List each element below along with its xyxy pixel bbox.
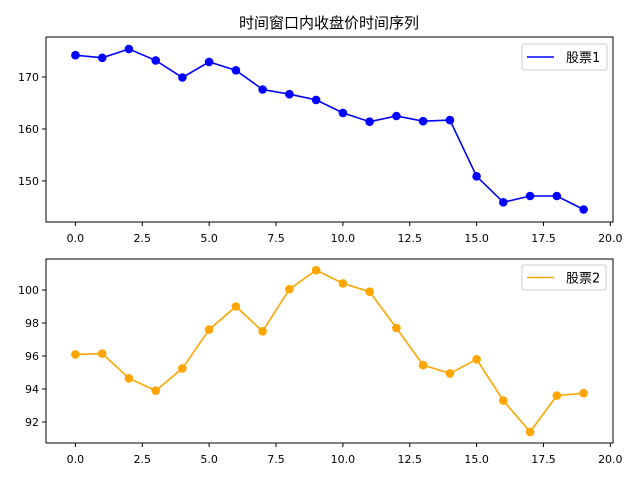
data-point <box>472 172 481 181</box>
x-tick-label: 5.0 <box>200 453 218 466</box>
data-point <box>204 57 214 67</box>
data-point <box>499 396 508 405</box>
data-point <box>338 279 348 288</box>
data-point <box>258 85 267 94</box>
data-point <box>418 116 428 126</box>
x-tick-label: 12.5 <box>397 232 422 245</box>
legend: 股票2 <box>521 264 607 291</box>
x-tick-label: 15.0 <box>464 232 489 245</box>
y-tick-label: 150 <box>18 175 39 188</box>
x-tick-label: 17.5 <box>531 453 556 466</box>
data-point <box>445 115 455 125</box>
data-point <box>204 325 214 334</box>
data-point <box>525 427 535 437</box>
bottom-axes: 0.0 2.5 5.0 7.5 10.0 12.5 15.0 17.5 20.0 92 94 96 98… <box>18 258 623 466</box>
data-point <box>365 287 374 297</box>
x-tick-label: 0.0 <box>67 453 85 466</box>
x-tick-label: 2.5 <box>134 232 152 245</box>
data-point <box>151 386 160 396</box>
x-tick-label: 20.0 <box>598 453 623 466</box>
data-point <box>178 73 187 82</box>
y-tick-label: 94 <box>25 383 39 396</box>
x-tick-label: 17.5 <box>531 232 556 245</box>
data-point <box>285 89 294 99</box>
series-line-2 <box>75 269 584 434</box>
data-point <box>552 391 562 400</box>
data-point <box>258 327 267 336</box>
y-tick-label: 170 <box>18 71 39 84</box>
data-point <box>124 374 134 383</box>
data-point <box>71 50 80 60</box>
x-tick-label: 7.5 <box>267 453 285 466</box>
x-tick-label: 7.5 <box>267 232 285 245</box>
y-tick-label: 98 <box>25 317 39 330</box>
data-point <box>311 95 321 105</box>
legend: 股票1 <box>521 43 608 71</box>
data-point <box>285 284 294 294</box>
x-tick-label: 20.0 <box>598 232 623 245</box>
axes-frame <box>45 36 614 223</box>
data-point <box>311 265 321 275</box>
data-point <box>231 66 241 75</box>
data-point <box>418 360 428 370</box>
data-point <box>392 323 401 333</box>
data-point <box>525 191 535 201</box>
data-point <box>552 191 562 201</box>
data-point <box>579 205 588 214</box>
data-point <box>445 369 455 378</box>
data-point <box>151 56 160 65</box>
data-point <box>71 350 80 359</box>
chart-title: 时间窗口内收盘价时间序列 <box>239 14 419 32</box>
data-point <box>231 302 241 311</box>
data-point <box>97 53 107 63</box>
x-tick-label: 10.0 <box>331 453 356 466</box>
top-axes: 0.0 2.5 5.0 7.5 10.0 12.5 15.0 17.5 20.0 150 160 17… <box>18 36 623 245</box>
x-tick-label: 5.0 <box>200 232 218 245</box>
x-tick-label: 12.5 <box>397 453 422 466</box>
data-point <box>472 355 481 364</box>
data-point <box>392 111 401 121</box>
data-point <box>124 44 134 54</box>
x-tick-label: 0.0 <box>67 232 85 245</box>
data-point <box>499 198 508 207</box>
legend-label: 股票1 <box>566 51 600 66</box>
series-line-1 <box>75 48 584 211</box>
y-tick-label: 96 <box>25 350 39 363</box>
data-point <box>178 364 187 373</box>
data-point <box>338 108 348 118</box>
y-tick-label: 160 <box>18 123 39 136</box>
x-tick-label: 2.5 <box>134 453 152 466</box>
y-tick-label: 100 <box>18 284 39 297</box>
y-tick-label: 92 <box>25 416 39 429</box>
legend-label: 股票2 <box>566 272 600 287</box>
axes-frame <box>45 258 614 444</box>
data-point <box>365 117 374 126</box>
x-tick-label: 15.0 <box>464 453 489 466</box>
data-point <box>97 349 107 358</box>
data-point <box>579 388 588 398</box>
x-tick-label: 10.0 <box>331 232 356 245</box>
